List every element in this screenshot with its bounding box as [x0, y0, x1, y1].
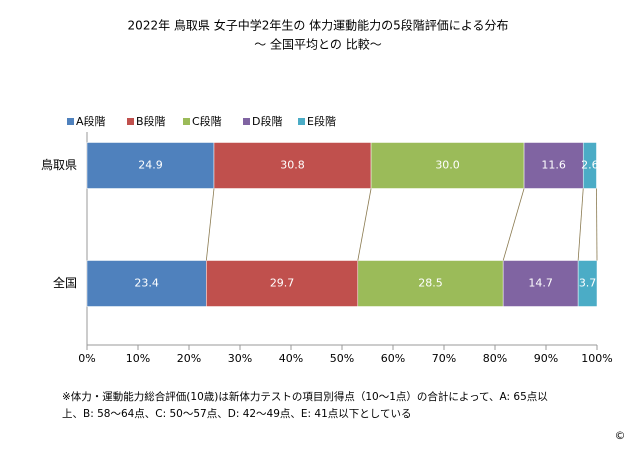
legend-label: E段階	[307, 114, 336, 128]
bar-segment	[582, 142, 597, 189]
chart-subtitle: ～ 全国平均との 比較～	[254, 37, 382, 52]
data-label: 30.0	[435, 159, 460, 172]
x-tick-label: 0%	[78, 352, 95, 365]
data-label: 29.7	[270, 277, 295, 290]
x-tick-label: 80%	[483, 352, 507, 365]
x-tick-label: 100%	[581, 352, 612, 365]
legend-label: C段階	[192, 114, 222, 128]
x-tick-label: 50%	[330, 352, 354, 365]
bar-segment	[370, 142, 525, 189]
data-label: 11.6	[541, 159, 566, 172]
bar-segment	[523, 142, 584, 189]
bar-segment	[502, 260, 579, 307]
note: 上、B: 58～64点、C: 50～57点、D: 42～49点、E: 41点以下…	[62, 408, 411, 420]
x-tick-label: 70%	[432, 352, 456, 365]
legend-swatch	[127, 118, 134, 125]
data-label: 28.5	[418, 277, 443, 290]
x-tick-label: 60%	[381, 352, 405, 365]
connector-line	[205, 188, 215, 261]
legend-label: D段階	[252, 114, 282, 128]
legend-label: B段階	[136, 114, 166, 128]
bar-segment	[86, 260, 207, 307]
bar-segment	[213, 142, 372, 189]
bar-segment	[86, 142, 215, 189]
connector-line	[596, 188, 598, 261]
x-tick-label: 90%	[534, 352, 558, 365]
data-label: 23.4	[134, 277, 159, 290]
x-tick-label: 20%	[177, 352, 201, 365]
note: ※体力・運動能力総合評価(10歳)は新体力テストの項目別得点（10～1点）の合計…	[62, 390, 548, 403]
legend-swatch	[243, 118, 250, 125]
connector-line	[357, 188, 372, 261]
data-label: 2.6	[581, 159, 599, 172]
bar-segment	[577, 260, 598, 307]
connector-line	[577, 188, 584, 261]
data-label: 3.7	[579, 277, 597, 290]
copyright: ©	[615, 429, 626, 442]
connector-line	[502, 188, 525, 261]
data-label: 14.7	[528, 277, 553, 290]
legend-swatch	[67, 118, 74, 125]
data-label: 30.8	[280, 159, 305, 172]
x-tick-label: 40%	[279, 352, 303, 365]
chart-title: 2022年 鳥取県 女子中学2年生の 体力運動能力の5段階評価による分布	[128, 18, 509, 33]
x-tick-label: 10%	[126, 352, 150, 365]
legend-swatch	[298, 118, 305, 125]
legend-label: A段階	[76, 114, 106, 128]
x-tick-label: 30%	[228, 352, 252, 365]
bar-segment	[357, 260, 504, 307]
y-tick-label: 全国	[53, 275, 77, 290]
data-label: 24.9	[138, 159, 163, 172]
legend-swatch	[183, 118, 190, 125]
bar-segment	[206, 260, 359, 307]
y-tick-label: 鳥取県	[41, 157, 77, 172]
